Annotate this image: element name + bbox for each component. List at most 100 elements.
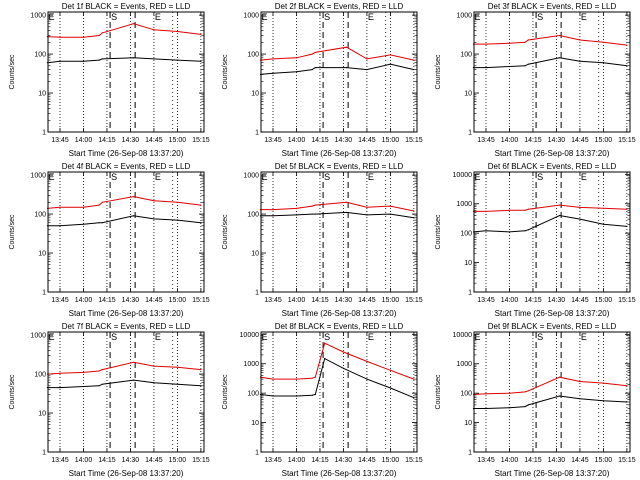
data-point: [524, 65, 526, 67]
y-tick-label: 10: [251, 91, 259, 98]
x-axis-label: Start Time (26-Sep-08 13:37:20): [69, 469, 184, 478]
data-point: [324, 357, 326, 360]
data-point: [413, 378, 415, 380]
plot-frame: [473, 11, 631, 133]
data-point: [508, 65, 511, 68]
data-point: [311, 53, 313, 55]
data-point: [524, 391, 526, 393]
data-point: [579, 380, 581, 383]
data-point: [524, 230, 526, 232]
x-tick-label: 15:00: [169, 137, 187, 144]
x-axis-label: Start Time (26-Sep-08 13:37:20): [69, 309, 184, 318]
data-point: [59, 206, 61, 208]
x-tick-label: 14:30: [548, 297, 566, 304]
data-point: [527, 208, 529, 210]
x-axis-label: Start Time (26-Sep-08 13:37:20): [495, 149, 610, 158]
data-point: [389, 54, 391, 56]
data-point: [485, 43, 487, 45]
data-point: [508, 231, 511, 233]
x-tick-label: 15:15: [618, 297, 636, 304]
data-point: [82, 371, 85, 374]
panel-title: Det 3f BLACK = Events, RED = LLD: [488, 2, 617, 11]
data-point: [324, 342, 326, 344]
data-point: [200, 385, 202, 387]
data-point: [101, 369, 103, 371]
x-tick-label: 14:45: [571, 457, 589, 464]
data-point: [413, 397, 415, 399]
state-marker-label: S: [537, 332, 543, 342]
x-tick-label: 13:45: [477, 137, 495, 144]
data-point: [558, 57, 561, 59]
y-tick-label: 100: [34, 212, 46, 219]
plot-frame: [260, 171, 418, 293]
x-tick-label: 15:15: [192, 297, 210, 304]
panel-9: Det 9f BLACK = Events, RED = LLD Counts/s…: [435, 322, 636, 478]
data-point: [153, 200, 155, 202]
data-point: [101, 383, 103, 385]
data-point: [558, 204, 561, 206]
data-point: [272, 72, 274, 74]
y-axis-label: Counts/sec: [9, 214, 16, 250]
state-marker-label: S: [324, 332, 330, 342]
x-tick-label: 15:00: [595, 297, 613, 304]
data-point: [602, 400, 604, 402]
y-tick-label: 10: [464, 260, 472, 267]
data-point: [366, 58, 368, 60]
x-axis-label: Start Time (26-Sep-08 13:37:20): [495, 309, 610, 318]
data-point: [98, 370, 100, 372]
data-point: [101, 58, 103, 60]
x-tick-label: 15:00: [595, 137, 613, 144]
x-tick-label: 14:00: [75, 457, 93, 464]
data-point: [200, 222, 202, 224]
x-tick-label: 14:45: [145, 297, 163, 304]
data-point: [272, 58, 274, 60]
data-point: [626, 65, 628, 67]
data-point: [132, 361, 135, 363]
data-point: [295, 57, 298, 59]
data-point: [389, 205, 391, 207]
x-tick-label: 14:00: [288, 457, 306, 464]
panel-2: Det 2f BLACK = Events, RED = LLD Counts/s…: [222, 2, 423, 158]
series-line-events: [260, 357, 415, 399]
x-tick-label: 14:30: [335, 457, 353, 464]
state-marker-label: E: [368, 332, 374, 342]
data-point: [626, 385, 628, 387]
data-point: [82, 206, 85, 208]
y-tick-label: 100: [247, 391, 259, 398]
data-point: [132, 379, 135, 381]
state-marker-label: E: [155, 172, 161, 182]
y-tick-label: 10: [464, 91, 472, 98]
state-marker-label: E: [581, 172, 587, 182]
data-point: [176, 383, 178, 385]
data-point: [176, 59, 178, 61]
panel-title: Det 9f BLACK = Events, RED = LLD: [488, 322, 617, 331]
series-line-lld: [473, 376, 627, 395]
y-axis-label: Counts/sec: [9, 54, 16, 90]
x-tick-label: 13:45: [264, 297, 282, 304]
data-point: [82, 60, 85, 62]
data-point: [524, 209, 526, 211]
plot-frame: [260, 11, 418, 133]
data-point: [579, 218, 581, 220]
data-point: [602, 382, 604, 384]
data-point: [314, 66, 316, 69]
y-tick-label: 1: [42, 450, 46, 457]
state-marker-label: S: [324, 172, 330, 182]
data-point: [101, 201, 103, 203]
data-point: [101, 32, 103, 34]
x-axis-label: Start Time (26-Sep-08 13:37:20): [282, 309, 397, 318]
series-line-events: [47, 215, 201, 227]
data-point: [508, 392, 511, 394]
data-point: [485, 393, 487, 395]
x-tick-label: 14:00: [501, 457, 519, 464]
series-line-events: [260, 63, 415, 75]
data-point: [485, 230, 487, 232]
data-point: [59, 386, 61, 389]
x-tick-label: 15:15: [405, 457, 423, 464]
x-tick-label: 14:15: [98, 137, 116, 144]
data-point: [272, 395, 274, 397]
plot-frame: [260, 331, 418, 453]
data-point: [295, 71, 298, 73]
panel-title: Det 4f BLACK = Events, RED = LLD: [62, 162, 191, 171]
data-point: [389, 369, 391, 371]
